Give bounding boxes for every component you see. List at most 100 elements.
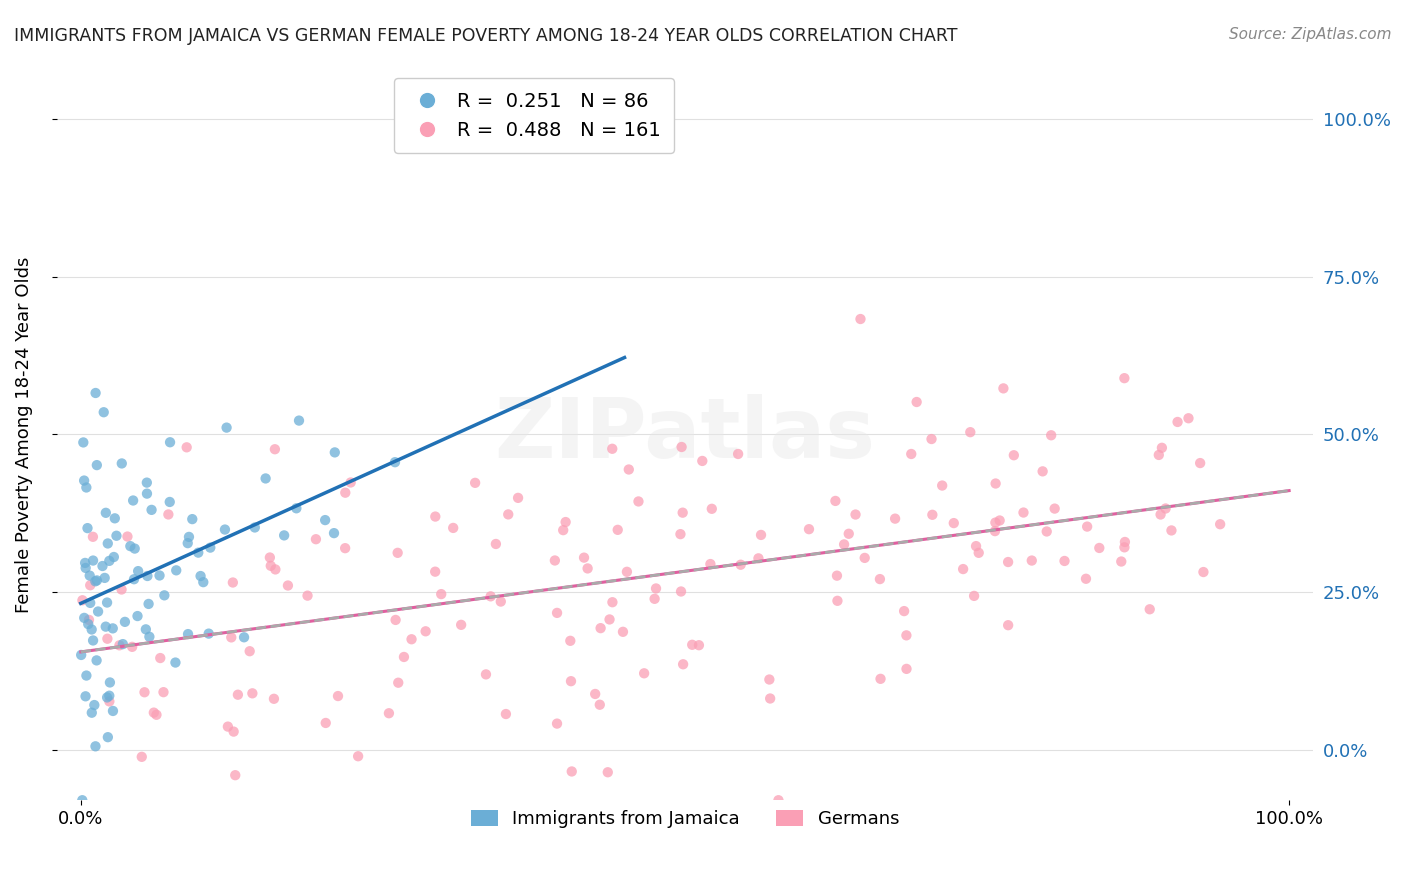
Point: [942, 516, 965, 530]
Point: [1149, 508, 1171, 522]
Point: [138, 597, 160, 611]
Point: [243, 520, 266, 534]
Point: [104, 511, 127, 525]
Point: [98, 694, 121, 708]
Point: [553, 523, 575, 537]
Point: [259, 550, 281, 565]
Point: [75, 481, 97, 495]
Point: [323, 445, 346, 459]
Point: [1209, 517, 1232, 532]
Point: [239, 644, 262, 658]
Point: [633, 666, 655, 681]
Point: [560, 674, 582, 689]
Point: [921, 508, 943, 522]
Point: [896, 662, 918, 676]
Point: [254, 471, 277, 485]
Point: [114, 615, 136, 629]
Point: [226, 688, 249, 702]
Point: [165, 656, 187, 670]
Point: [959, 425, 981, 439]
Point: [131, 749, 153, 764]
Point: [576, 561, 599, 575]
Point: [392, 650, 415, 665]
Point: [86, 574, 108, 588]
Point: [84, 739, 107, 754]
Point: [93, 571, 115, 585]
Point: [117, 530, 139, 544]
Point: [105, 529, 128, 543]
Point: [177, 536, 200, 550]
Point: [76, 521, 98, 535]
Point: [727, 447, 749, 461]
Point: [1139, 602, 1161, 616]
Point: [415, 624, 437, 639]
Point: [617, 462, 640, 476]
Point: [82, 530, 104, 544]
Point: [98, 689, 121, 703]
Point: [145, 707, 167, 722]
Point: [80, 706, 103, 720]
Point: [135, 623, 157, 637]
Point: [967, 546, 990, 560]
Point: [101, 704, 124, 718]
Point: [240, 686, 263, 700]
Point: [506, 491, 529, 505]
Point: [1109, 555, 1132, 569]
Point: [120, 539, 142, 553]
Point: [264, 442, 287, 457]
Point: [75, 668, 97, 682]
Point: [315, 715, 337, 730]
Point: [285, 501, 308, 516]
Point: [165, 563, 187, 577]
Point: [1076, 519, 1098, 533]
Point: [496, 508, 519, 522]
Point: [86, 458, 108, 472]
Point: [305, 532, 328, 546]
Point: [699, 557, 721, 571]
Point: [596, 765, 619, 780]
Point: [993, 381, 1015, 395]
Point: [134, 685, 156, 699]
Point: [200, 541, 222, 555]
Point: [1043, 501, 1066, 516]
Point: [84, 386, 107, 401]
Point: [193, 575, 215, 590]
Point: [612, 624, 634, 639]
Point: [233, 630, 256, 644]
Point: [450, 617, 472, 632]
Point: [965, 539, 987, 553]
Point: [489, 594, 512, 608]
Point: [602, 595, 624, 609]
Point: [606, 523, 628, 537]
Point: [323, 526, 346, 541]
Point: [893, 604, 915, 618]
Point: [378, 706, 401, 721]
Point: [644, 591, 666, 606]
Point: [430, 587, 453, 601]
Point: [77, 613, 100, 627]
Point: [135, 475, 157, 490]
Point: [326, 689, 349, 703]
Point: [747, 551, 769, 566]
Point: [672, 506, 695, 520]
Point: [669, 584, 692, 599]
Point: [122, 572, 145, 586]
Point: [347, 749, 370, 764]
Point: [853, 550, 876, 565]
Point: [827, 594, 849, 608]
Point: [70, 648, 93, 662]
Point: [96, 595, 118, 609]
Point: [797, 522, 820, 536]
Point: [197, 626, 219, 640]
Point: [190, 569, 212, 583]
Point: [159, 435, 181, 450]
Point: [159, 495, 181, 509]
Point: [671, 440, 693, 454]
Point: [273, 528, 295, 542]
Point: [176, 440, 198, 454]
Point: [87, 605, 110, 619]
Point: [187, 546, 209, 560]
Point: [72, 593, 94, 607]
Point: [384, 455, 406, 469]
Point: [177, 530, 200, 544]
